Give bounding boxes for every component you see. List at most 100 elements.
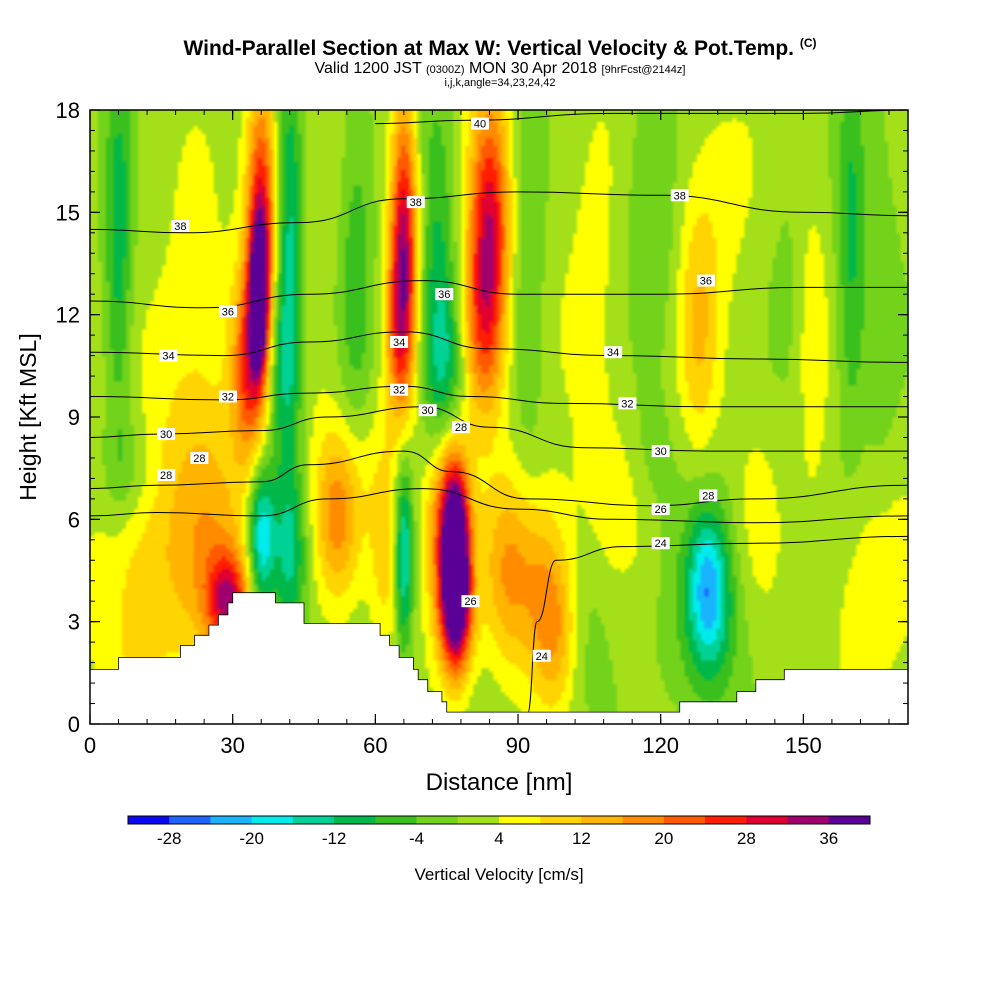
y-tick-label: 18 (56, 98, 80, 123)
chart-subtitle: Valid 1200 JST (0300Z) MON 30 Apr 2018 [… (0, 60, 1000, 78)
contour-label-text: 40 (474, 119, 486, 131)
isentrope-30 (90, 406, 908, 452)
colorbar-swatch (540, 816, 582, 824)
chart-subtitle-indices: i,j,k,angle=34,23,24,42 (444, 77, 556, 89)
colorbar-tick-label: -12 (322, 829, 347, 848)
y-tick-label: 12 (56, 303, 80, 328)
terrain-mask (89, 592, 909, 725)
subtitle-valid: Valid 1200 JST (314, 60, 422, 77)
contour-label-text: 32 (222, 392, 234, 404)
x-tick-label: 150 (785, 733, 822, 758)
colorbar-swatch (251, 816, 294, 824)
colorbar-swatch (128, 816, 170, 824)
potential-temperature-contours (90, 110, 908, 715)
contour-label: 28 (451, 421, 470, 434)
colorbar-swatch (169, 816, 211, 824)
y-tick-label: 9 (68, 405, 80, 430)
x-tick-label: 60 (363, 733, 387, 758)
contour-label: 36 (218, 305, 237, 318)
x-tick-label: 30 (220, 733, 244, 758)
colorbar-swatch (416, 816, 459, 824)
contour-label-text: 28 (455, 422, 467, 434)
y-tick-label: 6 (68, 507, 80, 532)
contour-label-text: 34 (393, 337, 405, 349)
contour-label-text: 34 (162, 351, 174, 363)
y-tick-label: 0 (68, 712, 80, 737)
contour-label: 38 (406, 196, 425, 209)
contour-label: 30 (418, 404, 437, 417)
contour-label: 28 (157, 468, 176, 482)
isentrope-38 (90, 191, 908, 234)
colorbar-tick-label: 28 (737, 829, 756, 848)
contour-label: 30 (651, 445, 670, 458)
contour-label: 36 (696, 274, 715, 288)
chart-title: Wind-Parallel Section at Max W: Vertical… (0, 36, 1000, 61)
subtitle-zulu: (0300Z) (426, 64, 465, 76)
contour-label: 24 (532, 649, 551, 663)
contour-label: 34 (159, 349, 178, 363)
contour-label-text: 24 (655, 538, 667, 550)
contour-label-text: 30 (422, 405, 434, 417)
contour-label-text: 28 (160, 470, 172, 482)
colorbar: -28 -20 -12 -4 4 12 20 28 36 (127, 815, 871, 848)
contour-label-text: 36 (438, 289, 450, 301)
contour-labels: 38 36 34 32 30 28 28 40 38 36 34 32 30 28 38 36 34 32 30 28… (157, 117, 718, 663)
x-tick-label: 120 (642, 733, 679, 758)
colorbar-tick-label: -20 (239, 829, 264, 848)
colorbar-swatch (334, 816, 376, 824)
contour-label-text: 38 (674, 190, 686, 202)
contour-label: 28 (190, 451, 209, 465)
colorbar-swatch (292, 816, 335, 824)
colorbar-swatch (581, 816, 624, 824)
contour-label: 38 (670, 189, 689, 202)
subtitle-forecast: [9hrFcst@2144z] (601, 64, 686, 76)
contour-label: 34 (604, 346, 623, 359)
colorbar-tick-label: -4 (409, 829, 424, 848)
colorbar-swatch (787, 816, 830, 824)
contour-label: 36 (435, 288, 454, 301)
contour-label-text: 38 (410, 197, 422, 209)
contour-label: 32 (218, 390, 237, 404)
contour-label: 26 (651, 503, 670, 516)
contour-label-text: 28 (702, 490, 714, 502)
colorbar-tick-label: 20 (654, 829, 673, 848)
colorbar-tick-label: -28 (157, 829, 182, 848)
contour-label-text: 24 (536, 651, 548, 663)
y-axis-label: Height [Kft MSL] (15, 333, 41, 500)
colorbar-swatch (375, 816, 417, 824)
contour-label: 32 (390, 383, 409, 397)
isentrope-34 (90, 331, 908, 363)
x-axis-label: Distance [nm] (426, 769, 573, 796)
contour-label: 40 (470, 117, 489, 131)
colorbar-label: Vertical Velocity [cm/s] (414, 865, 583, 884)
contour-label-text: 30 (160, 429, 172, 441)
isentrope-28 (90, 450, 908, 507)
contour-label: 34 (390, 335, 409, 349)
isentrope-40 (375, 110, 908, 125)
colorbar-tick-label: 36 (819, 829, 838, 848)
contour-label-text: 36 (222, 306, 234, 318)
colorbar-tick-label: 12 (572, 829, 591, 848)
x-tick-label: 90 (506, 733, 530, 758)
isentrope-24 (527, 535, 908, 715)
colorbar-frame (127, 815, 871, 825)
contour-label-text: 30 (655, 446, 667, 458)
isentrope-26 (90, 488, 908, 524)
colorbar-swatch (705, 816, 747, 824)
contour-label-text: 36 (700, 276, 712, 288)
subtitle-date: MON 30 Apr 2018 (469, 60, 598, 77)
contour-label-text: 32 (621, 398, 633, 410)
colorbar-swatch (828, 816, 871, 824)
contour-label-text: 28 (193, 453, 205, 465)
contour-label-text: 38 (174, 221, 186, 233)
colorbar-swatch (622, 816, 665, 824)
y-tick-label: 3 (68, 610, 80, 635)
contour-label: 30 (157, 428, 176, 441)
contour-label: 24 (651, 537, 670, 550)
colorbar-swatch (746, 816, 788, 824)
colorbar-swatch (457, 816, 500, 824)
contour-label: 28 (699, 489, 718, 502)
